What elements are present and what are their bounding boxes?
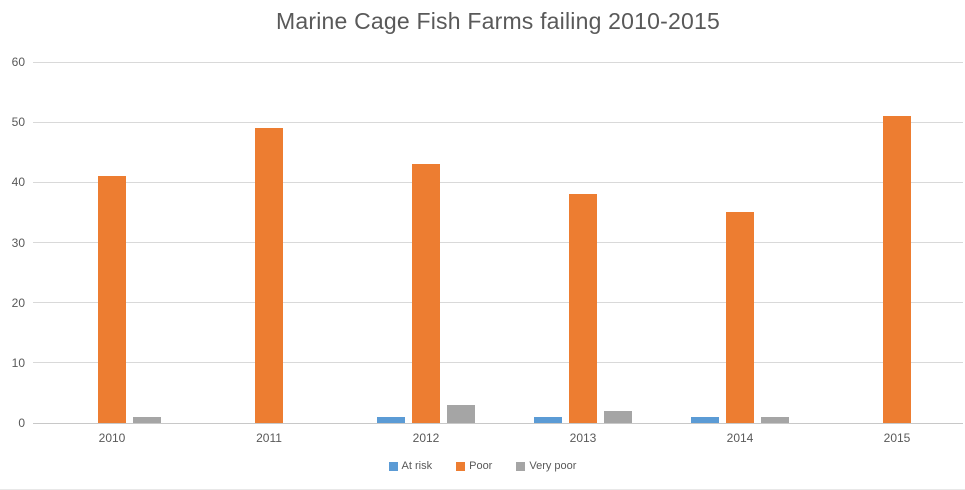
- bar-poor-2014: [726, 212, 754, 423]
- legend-item-very-poor: Very poor: [516, 460, 576, 472]
- y-axis-label-20: 20: [11, 295, 25, 310]
- y-axis-label-30: 30: [11, 235, 25, 250]
- x-axis-label-2014: 2014: [726, 431, 754, 445]
- gridline-0: [33, 422, 963, 424]
- x-axis-label-2010: 2010: [98, 431, 126, 445]
- gridline-10: [33, 362, 963, 364]
- legend-item-poor: Poor: [456, 460, 492, 472]
- legend-swatch-poor: [456, 461, 466, 471]
- gridline-40: [33, 181, 963, 183]
- bar-poor-2013: [569, 194, 597, 423]
- y-axis-label-40: 40: [11, 175, 25, 190]
- legend-swatch-very-poor: [516, 461, 526, 471]
- bar-very-poor-2012: [447, 404, 475, 423]
- bar-poor-2010: [98, 176, 126, 423]
- x-axis-label-2015: 2015: [883, 431, 911, 445]
- legend-label-very-poor: Very poor: [529, 460, 577, 472]
- gridline-50: [33, 121, 963, 123]
- bar-poor-2012: [412, 164, 440, 423]
- bar-very-poor-2014: [761, 416, 789, 423]
- x-axis-label-2013: 2013: [569, 431, 597, 445]
- bar-poor-2011: [255, 128, 283, 423]
- y-axis-label-0: 0: [18, 416, 25, 430]
- y-axis-label-60: 60: [11, 55, 25, 69]
- y-axis-label-50: 50: [11, 115, 25, 130]
- bar-at-risk-2014: [691, 416, 719, 423]
- bar-very-poor-2010: [133, 416, 161, 423]
- x-axis-label-2012: 2012: [412, 431, 440, 445]
- gridline-30: [33, 242, 963, 243]
- gridline-20: [33, 302, 963, 304]
- bar-very-poor-2013: [604, 410, 632, 423]
- legend: At risk Poor Very poor: [0, 460, 965, 472]
- y-axis-label-10: 10: [11, 355, 25, 370]
- gridline-60: [33, 61, 963, 63]
- legend-item-at-risk: At risk: [388, 460, 433, 472]
- bar-at-risk-2013: [534, 416, 562, 423]
- x-axis-label-2011: 2011: [256, 431, 282, 445]
- legend-swatch-at-risk: [388, 461, 398, 471]
- bar-poor-2015: [883, 116, 911, 423]
- chart-title: Marine Cage Fish Farms failing 2010-2015: [276, 8, 720, 34]
- bar-at-risk-2012: [377, 416, 405, 423]
- legend-label-at-risk: At risk: [401, 460, 433, 472]
- legend-label-poor: Poor: [469, 460, 493, 472]
